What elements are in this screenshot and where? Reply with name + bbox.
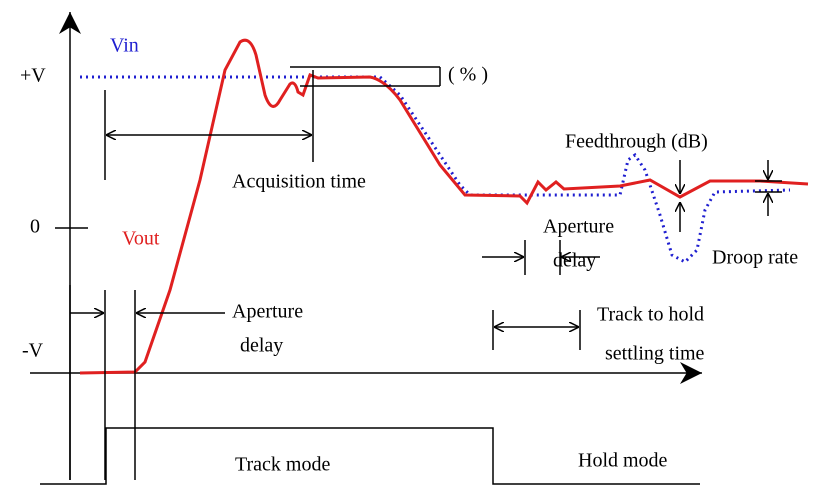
aperture-label: Aperture: [232, 301, 303, 323]
feedthrough-label: Feedthrough (dB): [565, 131, 708, 153]
annotation-lines: [69, 66, 782, 480]
droop-label: Droop rate: [712, 247, 798, 269]
axis-label: -V: [22, 340, 44, 362]
vin-curve: [80, 75, 791, 264]
axis-label: 0: [30, 216, 40, 238]
mode-label: Hold mode: [578, 450, 668, 472]
vout-curve: [79, 38, 809, 375]
axis-label: +V: [20, 65, 46, 87]
vin-label: Vin: [110, 35, 139, 57]
aperture-label: delay: [553, 250, 596, 272]
aperture-label: Aperture: [543, 216, 614, 238]
overshoot-label: ( % ): [448, 64, 488, 86]
settling-label: settling time: [605, 343, 705, 365]
aperture-label: delay: [240, 335, 283, 357]
axes: +V 0 -V: [20, 12, 702, 480]
acquisition-label: Acquisition time: [232, 171, 366, 193]
mode-signal: [40, 427, 700, 485]
mode-label: Track mode: [235, 454, 330, 476]
settling-label: Track to hold: [597, 304, 704, 326]
vout-label: Vout: [122, 228, 160, 250]
